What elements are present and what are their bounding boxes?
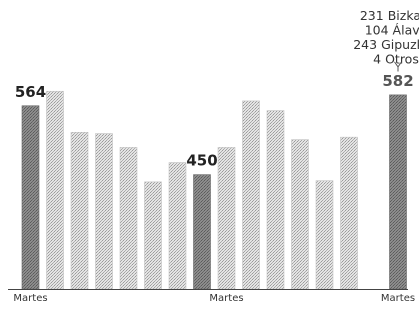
bar-13 — [340, 136, 358, 290]
bar-11 — [291, 139, 309, 290]
bar-2 — [70, 132, 89, 290]
bar-7 — [193, 174, 211, 290]
bar-12 — [315, 180, 334, 290]
bar-9 — [242, 100, 260, 290]
breakdown-line-2: 243 Gipuzkoa — [353, 37, 419, 52]
breakdown-line-0: 231 Bizkaia — [360, 8, 419, 23]
breakdown-value-0: 231 — [360, 8, 388, 23]
data-labels-group: 564 450 582 — [15, 72, 414, 170]
bar-3 — [95, 133, 113, 290]
bars-group — [21, 90, 407, 290]
breakdown-name-2: Gipuzkoa — [381, 37, 419, 52]
bar-6 — [168, 162, 187, 290]
bar-15 — [389, 94, 407, 290]
data-label-7: 450 — [186, 152, 217, 170]
data-label-15: 582 — [382, 72, 413, 90]
breakdown-line-1: 104 Álava — [365, 23, 419, 38]
breakdown-annotation: 231 Bizkaia104 Álava243 Gipuzkoa4 Otros — [353, 8, 419, 72]
x-tick-label-15: Martes — [381, 293, 415, 304]
bar-1 — [46, 90, 64, 290]
x-tick-label-8: Martes — [209, 293, 243, 304]
bar-5 — [144, 181, 162, 290]
breakdown-value-3: 4 — [373, 52, 385, 67]
breakdown-name-1: Álava — [393, 23, 419, 38]
bar-10 — [266, 110, 285, 290]
breakdown-line-3: 4 Otros — [373, 52, 419, 67]
breakdown-arrow-head-icon — [394, 61, 402, 68]
x-tick-labels-group: Martes Martes Martes — [13, 293, 415, 304]
bar-4 — [119, 147, 138, 290]
data-label-0: 564 — [15, 83, 46, 101]
breakdown-value-1: 104 — [365, 23, 393, 38]
breakdown-value-2: 243 — [353, 37, 381, 52]
breakdown-name-3: Otros — [385, 52, 419, 67]
x-tick-label-0: Martes — [13, 293, 47, 304]
breakdown-name-0: Bizkaia — [388, 8, 419, 23]
bar-0 — [21, 105, 40, 290]
bar-8 — [217, 147, 236, 290]
